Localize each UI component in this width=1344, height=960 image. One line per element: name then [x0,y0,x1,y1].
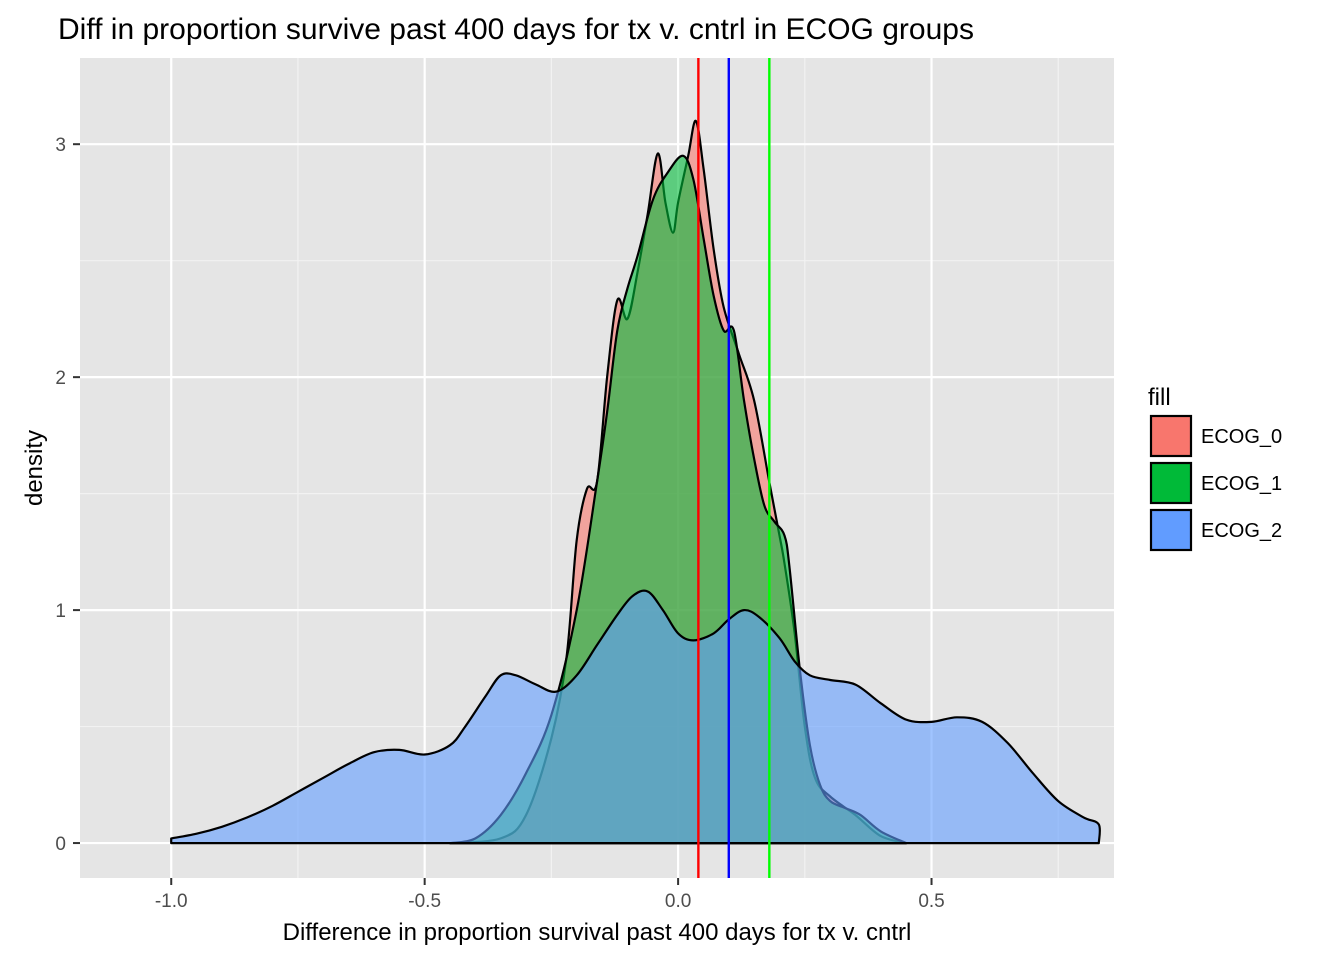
y-tick-label: 3 [55,135,66,156]
legend: ECOG_0 ECOG_1 ECOG_2 [1149,414,1282,552]
y-tick-label: 2 [55,368,66,389]
x-tick-label: 0.0 [665,891,691,912]
chart-title: Diff in proportion survive past 400 days… [58,13,974,46]
y-tick-label: 0 [55,834,66,855]
x-axis-title: Difference in proportion survival past 4… [283,919,912,946]
x-axis: -1.0 -0.5 0.0 0.5 [155,878,945,912]
x-tick-label: -1.0 [155,891,188,912]
legend-label: ECOG_2 [1201,520,1282,542]
density-area-ecog-2 [170,589,1101,845]
y-axis-title: density [21,430,48,506]
reference-lines [697,58,771,878]
legend-label: ECOG_0 [1201,426,1282,448]
y-axis: 0 1 2 3 [55,135,80,855]
x-tick-label: 0.5 [918,891,944,912]
legend-label: ECOG_1 [1201,473,1282,495]
y-tick-label: 1 [55,601,66,622]
legend-swatch-ecog-1 [1149,461,1193,505]
legend-swatch-ecog-2 [1149,508,1193,552]
x-tick-label: -0.5 [408,891,441,912]
density-areas [170,119,1101,845]
legend-swatch-ecog-0 [1149,414,1193,458]
legend-title: fill [1148,384,1171,411]
